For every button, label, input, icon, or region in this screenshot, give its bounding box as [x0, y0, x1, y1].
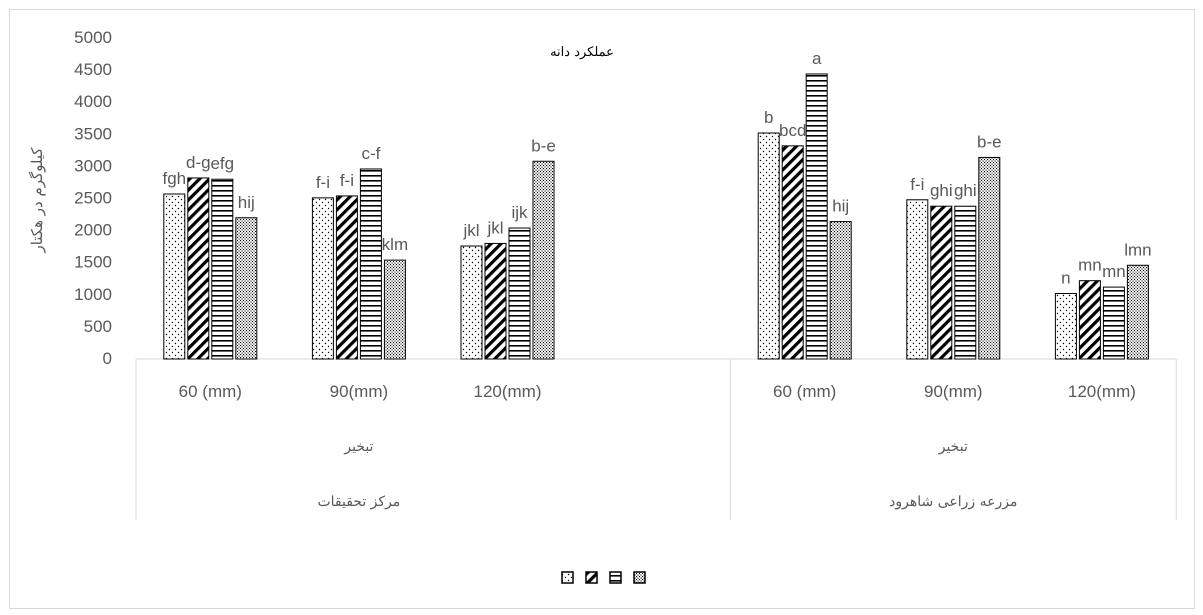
bar-data-label: klm	[382, 235, 408, 254]
bar	[460, 245, 483, 360]
y-tick-label: 3500	[74, 124, 112, 143]
bar-data-label: b	[764, 108, 773, 127]
bar	[906, 199, 929, 360]
bar	[978, 156, 1001, 360]
group-label-level2: مرکز تحقیقات	[317, 494, 400, 510]
bar-data-label: f-i	[316, 173, 330, 192]
bar	[484, 242, 507, 360]
bar-data-label: ghi	[930, 181, 953, 200]
bar	[1126, 264, 1149, 360]
group-label-level1: تبخیر	[938, 439, 968, 455]
bar	[508, 227, 531, 360]
bar	[163, 193, 186, 360]
bar	[930, 205, 953, 360]
bar-data-label: a	[812, 49, 822, 68]
y-tick-label: 3000	[74, 156, 112, 175]
bar-data-label: b-e	[977, 132, 1002, 151]
y-tick-label: 1000	[74, 285, 112, 304]
bar-data-label: d-g	[186, 153, 211, 172]
y-tick-label: 4000	[74, 92, 112, 111]
y-tick-label: 5000	[74, 28, 112, 47]
y-axis-label: کیلوگرم در هکتار	[28, 147, 46, 254]
bar	[757, 132, 780, 360]
x-tick-label: 90(mm)	[330, 382, 389, 401]
chart-title: عملکرد دانه	[550, 45, 614, 60]
bar	[532, 160, 555, 360]
bar	[187, 177, 210, 360]
bar-data-label: ijk	[511, 203, 528, 222]
bar	[235, 217, 258, 360]
bar-data-label: ghi	[954, 181, 977, 200]
bar	[954, 205, 977, 360]
bar	[829, 221, 852, 360]
bar-data-label: c-f	[361, 144, 380, 163]
bar-data-label: hij	[238, 193, 255, 212]
bar	[359, 168, 382, 360]
legend-swatch	[633, 571, 646, 584]
y-axis-ticks: 0 500 1000 1500 2000 2500 3000 3500 4000 4500 5000	[74, 28, 112, 368]
bar-data-label: mn	[1078, 256, 1102, 275]
group-label-level1: تبخیر	[343, 439, 373, 455]
legend-swatch	[609, 571, 622, 584]
legend	[561, 571, 646, 584]
bar-data-label: f-i	[910, 175, 924, 194]
x-tick-label: 120(mm)	[473, 382, 541, 401]
y-tick-label: 2000	[74, 221, 112, 240]
axis-lines	[135, 358, 1177, 520]
bar	[1102, 286, 1125, 360]
x-tick-label: 60 (mm)	[773, 382, 836, 401]
bar-data-label: jkl	[462, 221, 479, 240]
bar	[781, 145, 804, 360]
bar	[335, 195, 358, 360]
bar-data-label: n	[1061, 269, 1070, 288]
bar-data-label: jkl	[486, 218, 503, 237]
y-tick-label: 2500	[74, 189, 112, 208]
y-tick-label: 500	[84, 317, 112, 336]
x-tick-label: 90(mm)	[924, 382, 983, 401]
bar	[383, 259, 406, 360]
bar	[1054, 293, 1077, 360]
legend-swatch	[561, 571, 574, 584]
bar-data-label: bcd	[779, 121, 806, 140]
bar-data-label: f-i	[340, 171, 354, 190]
bar	[805, 73, 828, 360]
x-axis-labels: 60 (mm) 90(mm) 120(mm) 60 (mm) 90(mm) 120(mm)…	[179, 382, 1136, 510]
y-tick-label: 4500	[74, 60, 112, 79]
bars	[163, 73, 1149, 360]
y-tick-label: 1500	[74, 253, 112, 272]
x-tick-label: 60 (mm)	[179, 382, 242, 401]
bar-data-label: b-e	[531, 136, 556, 155]
group-label-level2: مزرعه زراعی شاهرود	[889, 494, 1017, 510]
bar	[211, 178, 234, 360]
x-tick-label: 120(mm)	[1068, 382, 1136, 401]
bar-data-label: hij	[832, 197, 849, 216]
bar-data-label: mn	[1102, 262, 1126, 281]
bar-data-label: efg	[210, 154, 234, 173]
bar-data-label: lmn	[1124, 240, 1151, 259]
bar-data-label: fgh	[162, 169, 186, 188]
y-tick-label: 0	[103, 349, 112, 368]
bar	[311, 197, 334, 360]
bar	[1078, 280, 1101, 360]
legend-swatch	[585, 571, 598, 584]
